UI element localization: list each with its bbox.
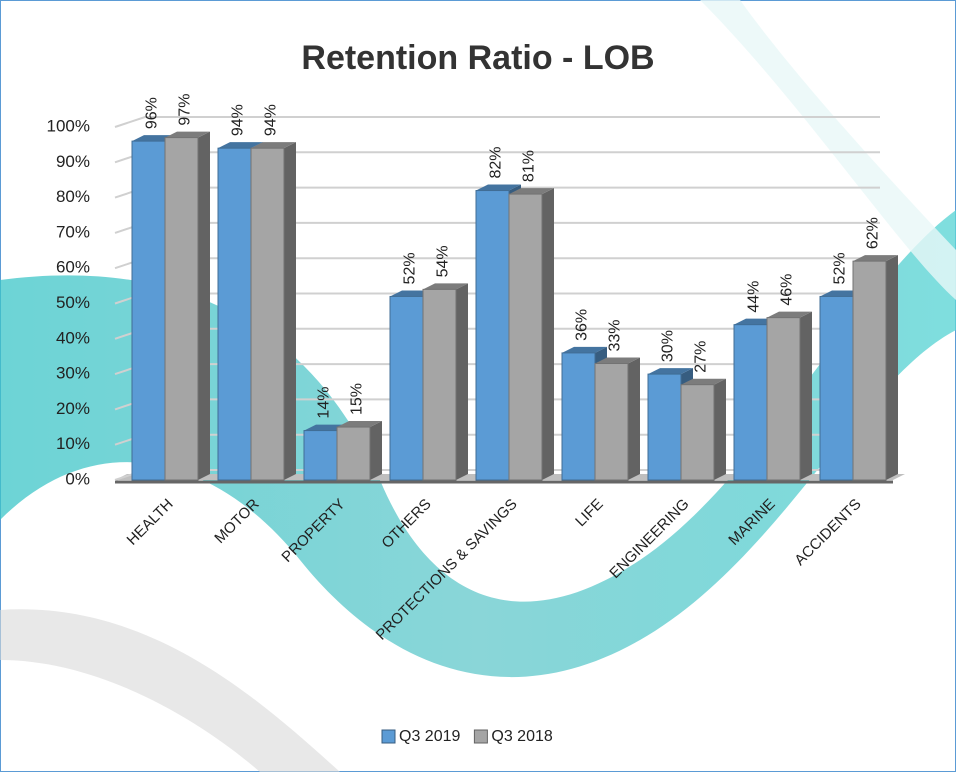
y-tick-label: 10%	[56, 434, 90, 453]
y-tick-label: 70%	[56, 222, 90, 241]
legend-swatch	[473, 729, 488, 744]
value-label: 46%	[779, 274, 796, 306]
bar	[422, 288, 457, 481]
bar-side	[370, 421, 382, 480]
legend-label: Q3 2019	[399, 728, 460, 745]
bar	[389, 295, 424, 481]
value-label: 27%	[693, 341, 710, 373]
bar-side	[800, 311, 812, 480]
value-label: 62%	[865, 217, 882, 249]
bar-top	[476, 184, 521, 191]
value-label: 44%	[746, 281, 763, 313]
legend-swatch	[381, 729, 396, 744]
bar	[733, 324, 768, 481]
chart-title: Retention Ratio - LOB	[301, 39, 654, 77]
bar-top	[509, 188, 554, 195]
bar-side	[284, 142, 296, 480]
bar-side	[198, 131, 210, 480]
bar-top	[251, 142, 296, 149]
bar	[475, 190, 510, 481]
grid-line	[114, 116, 880, 128]
bar-top	[562, 346, 607, 353]
value-label: 52%	[402, 252, 419, 284]
bar-side	[456, 283, 468, 480]
value-label: 97%	[177, 94, 194, 126]
value-label: 54%	[435, 245, 452, 277]
bar	[852, 260, 887, 481]
bar	[680, 384, 715, 481]
bar	[164, 137, 199, 481]
bar-side	[886, 255, 898, 480]
bar-top	[218, 142, 263, 149]
y-tick-label: 90%	[56, 152, 90, 171]
bar	[508, 193, 543, 481]
bar-top	[681, 378, 726, 385]
y-tick-label: 60%	[56, 258, 90, 277]
bar	[561, 352, 596, 481]
bar-top	[165, 131, 210, 138]
value-label: 96%	[144, 97, 161, 129]
bar-top	[648, 368, 693, 375]
bar	[131, 140, 166, 481]
y-tick-label: 20%	[56, 399, 90, 418]
bar	[594, 363, 629, 481]
value-label: 94%	[230, 104, 247, 136]
bar-side	[714, 378, 726, 480]
y-tick-label: 0%	[65, 469, 90, 488]
y-tick-label: 100%	[47, 116, 90, 135]
y-tick-label: 40%	[56, 328, 90, 347]
value-label: 30%	[660, 330, 677, 362]
bar	[647, 373, 682, 481]
y-tick-label: 30%	[56, 364, 90, 383]
value-label: 94%	[263, 104, 280, 136]
background-wave-light	[700, 0, 956, 300]
bar	[303, 430, 338, 481]
value-label: 36%	[574, 309, 591, 341]
bar-top	[595, 357, 640, 364]
value-label: 82%	[488, 147, 505, 179]
y-tick-label: 50%	[56, 293, 90, 312]
bar	[766, 317, 801, 481]
bar-side	[628, 357, 640, 480]
value-label: 52%	[832, 252, 849, 284]
bar-side	[542, 188, 554, 480]
value-label: 14%	[316, 387, 333, 419]
bar-top	[337, 421, 382, 428]
bar	[217, 147, 252, 481]
background-wave-grey	[0, 609, 340, 772]
bar	[250, 147, 285, 481]
bar-top	[853, 255, 898, 262]
value-label: 15%	[349, 383, 366, 415]
value-label: 81%	[521, 150, 538, 182]
legend-label: Q3 2018	[491, 728, 552, 745]
bar	[336, 426, 371, 481]
bar-top	[423, 283, 468, 290]
y-tick-label: 80%	[56, 187, 90, 206]
bar-top	[767, 311, 812, 318]
legend: Q3 2019 Q3 2018	[381, 728, 553, 745]
value-label: 33%	[607, 319, 624, 351]
bar	[819, 295, 854, 481]
